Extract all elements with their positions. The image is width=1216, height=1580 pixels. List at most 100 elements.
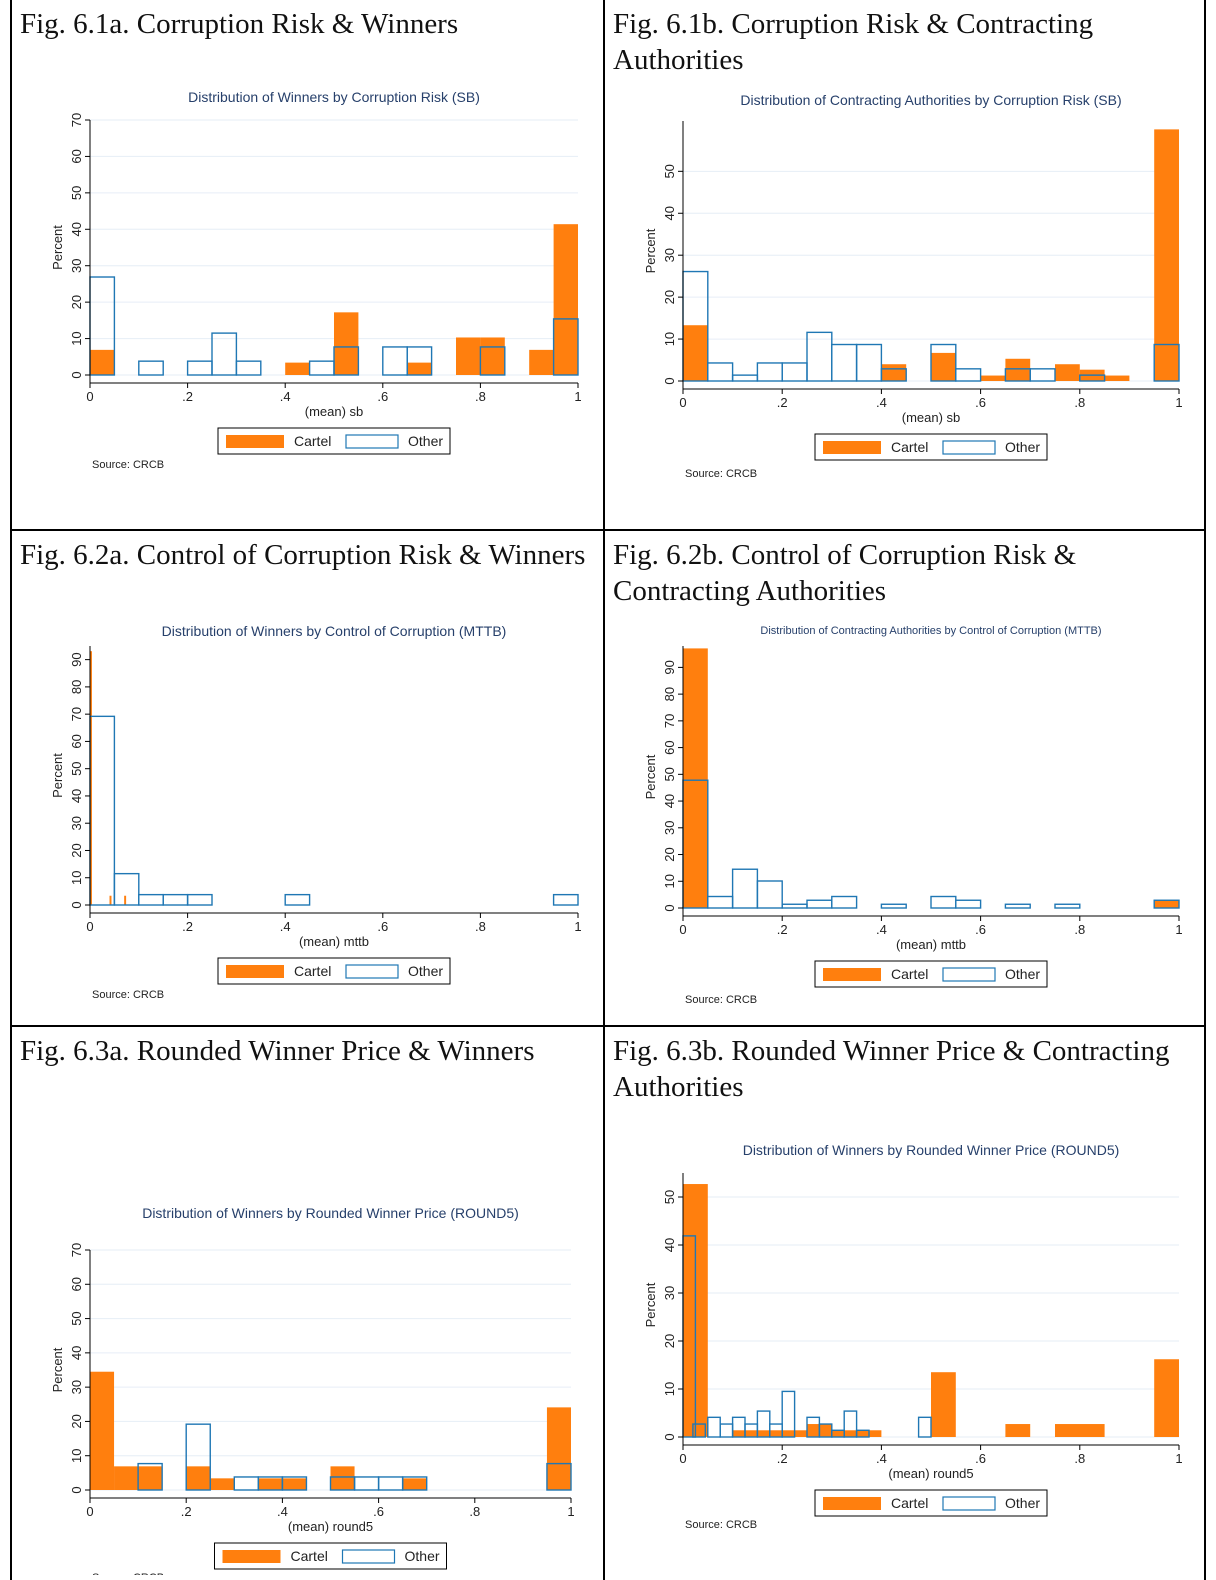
x-tick-label: 0 bbox=[679, 1451, 686, 1466]
x-tick-label: .2 bbox=[777, 922, 788, 937]
legend-other-swatch bbox=[942, 440, 996, 455]
other-bar bbox=[831, 895, 858, 909]
other-bar bbox=[806, 331, 833, 382]
figure-cell-6-3b: Fig. 6.3b. Rounded Winner Price & Contra… bbox=[605, 1027, 1204, 1580]
legend-other-swatch bbox=[345, 964, 399, 979]
grid-divider-row-1 bbox=[10, 529, 1206, 531]
legend-other-swatch bbox=[345, 434, 399, 449]
y-tick-label: 50 bbox=[69, 1311, 84, 1325]
y-tick-label: 0 bbox=[662, 904, 677, 911]
y-tick-label: 40 bbox=[69, 1346, 84, 1360]
cartel-bar bbox=[407, 362, 432, 375]
x-tick-label: .4 bbox=[280, 389, 291, 404]
cartel-bar bbox=[90, 349, 115, 375]
other-bar bbox=[781, 1390, 796, 1438]
figure-title: Fig. 6.1a. Corruption Risk & Winners bbox=[20, 8, 459, 40]
grid-border-left bbox=[10, 0, 12, 1580]
y-tick-label: 0 bbox=[662, 377, 677, 384]
other-bar bbox=[138, 360, 164, 376]
figure-cell-6-2b: Fig. 6.2b. Control of Corruption Risk & … bbox=[605, 531, 1204, 1025]
figure-grid: Fig. 6.1a. Corruption Risk & Winners Dis… bbox=[10, 0, 1206, 1580]
other-bar bbox=[917, 1416, 932, 1438]
x-tick-label: .2 bbox=[777, 395, 788, 410]
other-bar bbox=[138, 893, 164, 906]
x-tick-label: 1 bbox=[1175, 395, 1182, 410]
y-tick-label: 40 bbox=[662, 1238, 677, 1252]
y-tick-label: 0 bbox=[69, 901, 84, 908]
legend-other-swatch bbox=[942, 967, 996, 982]
x-tick-label: .6 bbox=[975, 395, 986, 410]
cartel-bar bbox=[1154, 1359, 1179, 1437]
other-bar bbox=[89, 715, 116, 906]
cartel-bar bbox=[285, 362, 310, 375]
y-tick-label: 60 bbox=[662, 740, 677, 754]
plot-title: Distribution of Winners by Rounded Winne… bbox=[142, 1205, 519, 1221]
y-tick-label: 20 bbox=[69, 843, 84, 857]
histogram-chart: Distribution of Winners by Rounded Winne… bbox=[50, 1205, 575, 1575]
figure-title: Fig. 6.2a. Control of Corruption Risk & … bbox=[20, 539, 586, 571]
other-bar bbox=[377, 1476, 404, 1491]
other-bar bbox=[185, 1423, 211, 1491]
plot-title: Distribution of Winners by Rounded Winne… bbox=[743, 1142, 1120, 1158]
other-bar bbox=[707, 362, 734, 382]
source-note: Source: CRCB bbox=[92, 1572, 164, 1575]
other-bar bbox=[719, 1423, 734, 1438]
x-tick-label: 0 bbox=[86, 919, 93, 934]
y-tick-label: 40 bbox=[662, 206, 677, 220]
y-tick-label: 20 bbox=[662, 290, 677, 304]
x-tick-label: 0 bbox=[86, 1504, 93, 1519]
legend-cartel-swatch bbox=[823, 1497, 881, 1510]
other-bar bbox=[113, 872, 140, 906]
y-tick-label: 0 bbox=[662, 1433, 677, 1440]
x-tick-label: 0 bbox=[679, 922, 686, 937]
other-bar bbox=[162, 893, 189, 906]
y-axis-label: Percent bbox=[50, 753, 65, 798]
other-bar bbox=[707, 1416, 721, 1438]
y-tick-label: 90 bbox=[662, 660, 677, 674]
x-tick-label: .6 bbox=[975, 1451, 986, 1466]
x-tick-label: 1 bbox=[1175, 922, 1182, 937]
other-bar bbox=[186, 893, 213, 906]
y-tick-label: 70 bbox=[69, 1243, 84, 1257]
other-bar bbox=[479, 346, 506, 376]
cartel-bar bbox=[282, 1478, 307, 1490]
x-tick-label: 1 bbox=[567, 1504, 574, 1519]
x-tick-label: .8 bbox=[469, 1504, 480, 1519]
other-bar bbox=[880, 903, 907, 909]
legend-other-label: Other bbox=[1005, 1495, 1040, 1511]
histogram-chart: Distribution of Contracting Authorities … bbox=[643, 625, 1183, 1006]
y-axis-label: Percent bbox=[50, 225, 65, 270]
legend-cartel-label: Cartel bbox=[294, 963, 331, 979]
cartel-bar bbox=[683, 325, 708, 381]
y-tick-label: 80 bbox=[69, 680, 84, 694]
cartel-bar bbox=[931, 352, 956, 381]
figure-cell-6-2a: Fig. 6.2a. Control of Corruption Risk & … bbox=[12, 531, 603, 1025]
y-tick-label: 60 bbox=[69, 734, 84, 748]
legend-other-swatch bbox=[341, 1549, 396, 1564]
other-bar bbox=[353, 1476, 380, 1491]
other-bar bbox=[1004, 903, 1031, 909]
x-axis-label: (mean) sb bbox=[305, 404, 364, 419]
legend-cartel-label: Cartel bbox=[291, 1548, 328, 1564]
histogram-chart: Distribution of Winners by Rounded Winne… bbox=[643, 1142, 1183, 1531]
figure-title: Fig. 6.2b. Control of Corruption Risk & … bbox=[613, 539, 1077, 607]
other-bar bbox=[284, 893, 311, 906]
legend: Cartel Other bbox=[217, 427, 451, 455]
other-bar bbox=[843, 1410, 858, 1438]
cartel-bar bbox=[334, 312, 359, 375]
cartel-bar bbox=[456, 337, 481, 375]
cartel-bar bbox=[683, 648, 708, 908]
x-axis-label: (mean) round5 bbox=[888, 1466, 973, 1481]
x-tick-label: .6 bbox=[377, 389, 388, 404]
other-bar bbox=[233, 1476, 260, 1491]
other-bar bbox=[1079, 374, 1106, 382]
cartel-bar bbox=[1154, 129, 1179, 381]
cartel-bar bbox=[553, 224, 578, 375]
y-tick-label: 30 bbox=[69, 1380, 84, 1394]
source-note: Source: CRCB bbox=[685, 994, 757, 1006]
figure-title: Fig. 6.1b. Corruption Risk & Contracting… bbox=[613, 8, 1094, 76]
other-bar bbox=[831, 343, 858, 382]
other-bar bbox=[137, 1462, 163, 1491]
other-bar bbox=[546, 1462, 572, 1491]
other-bar bbox=[855, 1429, 870, 1438]
